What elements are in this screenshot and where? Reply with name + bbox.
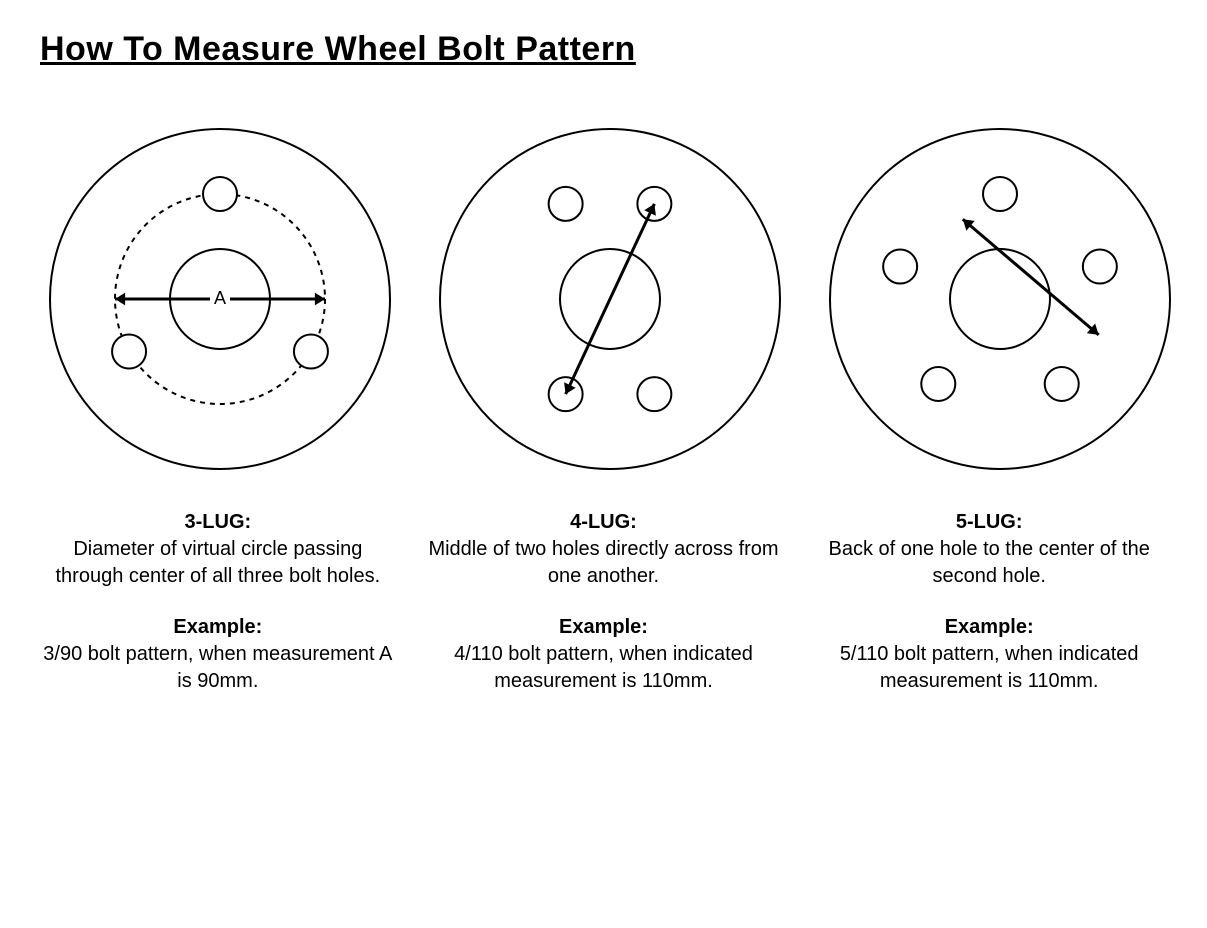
caption-heading: 4-LUG: [570, 511, 637, 533]
caption-5-lug: 5-LUG: Back of one hole to the center of… [811, 509, 1167, 695]
page-title: How To Measure Wheel Bolt Pattern [40, 30, 1167, 69]
diagrams-row: A [40, 119, 1167, 479]
diagram-3-lug: A [40, 119, 400, 479]
caption-description: Middle of two holes directly across from… [428, 538, 778, 587]
caption-4-lug: 4-LUG: Middle of two holes directly acro… [426, 509, 782, 695]
example-text: 5/110 bolt pattern, when indicated measu… [840, 643, 1139, 692]
example-text: 3/90 bolt pattern, when measurement A is… [43, 643, 392, 692]
diagram-5-lug [820, 119, 1180, 479]
page: How To Measure Wheel Bolt Pattern A 3-LU… [0, 0, 1207, 755]
caption-3-lug: 3-LUG: Diameter of virtual circle passin… [40, 509, 396, 695]
caption-description: Diameter of virtual circle passing throu… [56, 538, 381, 587]
caption-description: Back of one hole to the center of the se… [829, 538, 1150, 587]
captions-row: 3-LUG: Diameter of virtual circle passin… [40, 509, 1167, 695]
example-text: 4/110 bolt pattern, when indicated measu… [454, 643, 753, 692]
diagram-4-lug [430, 119, 790, 479]
wheel-4-lug-svg [430, 119, 790, 479]
example-heading: Example: [40, 614, 396, 641]
example-heading: Example: [426, 614, 782, 641]
caption-heading: 5-LUG: [956, 511, 1023, 533]
svg-text:A: A [214, 288, 226, 308]
caption-heading: 3-LUG: [185, 511, 252, 533]
wheel-3-lug-svg: A [40, 119, 400, 479]
example-heading: Example: [811, 614, 1167, 641]
wheel-5-lug-svg [820, 119, 1180, 479]
